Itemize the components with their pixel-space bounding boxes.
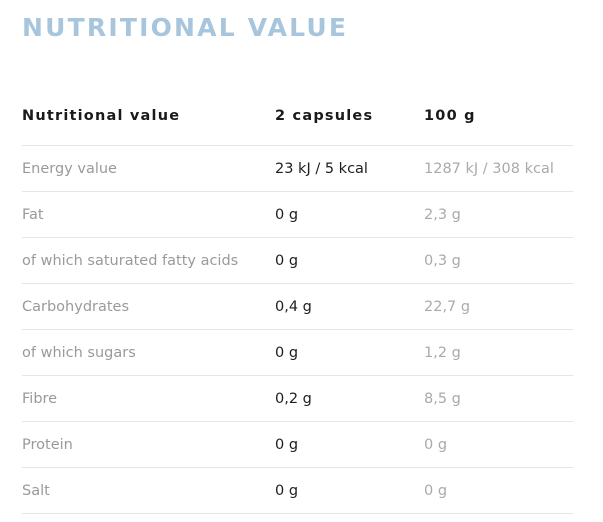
nutrient-name: of which saturated fatty acids	[22, 237, 275, 284]
header-nutrient: Nutritional value	[22, 107, 181, 124]
value-100g: 1,2 g	[424, 329, 573, 376]
value-100g: 0 g	[424, 421, 573, 468]
value-2-capsules: 0 g	[275, 237, 424, 284]
value-2-capsules: 0,4 g	[275, 283, 424, 330]
value-2-capsules: 0 g	[275, 329, 424, 376]
table-row: Carbohydrates 0,4 g 22,7 g	[22, 283, 573, 330]
nutrient-name: Fibre	[22, 375, 275, 422]
nutrient-name: Protein	[22, 421, 275, 468]
value-2-capsules: 0,2 g	[275, 375, 424, 422]
page-title: NUTRITIONAL VALUE	[22, 13, 349, 42]
nutrition-table: Nutritional value 2 capsules 100 g Energ…	[22, 97, 573, 514]
header-spacer	[22, 134, 573, 146]
table-header-row: Nutritional value 2 capsules 100 g	[22, 97, 573, 134]
table-row: Energy value 23 kJ / 5 kcal 1287 kJ / 30…	[22, 145, 573, 192]
header-2-capsules: 2 capsules	[275, 107, 374, 124]
table-row: of which sugars 0 g 1,2 g	[22, 329, 573, 376]
table-row: Salt 0 g 0 g	[22, 467, 573, 514]
table-row: Fibre 0,2 g 8,5 g	[22, 375, 573, 422]
table-row: Protein 0 g 0 g	[22, 421, 573, 468]
value-2-capsules: 0 g	[275, 467, 424, 514]
value-100g: 22,7 g	[424, 283, 573, 330]
header-100g: 100 g	[424, 107, 476, 124]
value-100g: 1287 kJ / 308 kcal	[424, 145, 573, 192]
nutrient-name: Salt	[22, 467, 275, 514]
value-100g: 2,3 g	[424, 191, 573, 238]
value-100g: 8,5 g	[424, 375, 573, 422]
nutrient-name: Energy value	[22, 145, 275, 192]
nutrient-name: of which sugars	[22, 329, 275, 376]
value-100g: 0,3 g	[424, 237, 573, 284]
value-100g: 0 g	[424, 467, 573, 514]
header-divider	[22, 134, 573, 146]
table-row: of which saturated fatty acids 0 g 0,3 g	[22, 237, 573, 284]
table-row: Fat 0 g 2,3 g	[22, 191, 573, 238]
nutrient-name: Fat	[22, 191, 275, 238]
value-2-capsules: 23 kJ / 5 kcal	[275, 145, 424, 192]
value-2-capsules: 0 g	[275, 191, 424, 238]
nutrient-name: Carbohydrates	[22, 283, 275, 330]
value-2-capsules: 0 g	[275, 421, 424, 468]
